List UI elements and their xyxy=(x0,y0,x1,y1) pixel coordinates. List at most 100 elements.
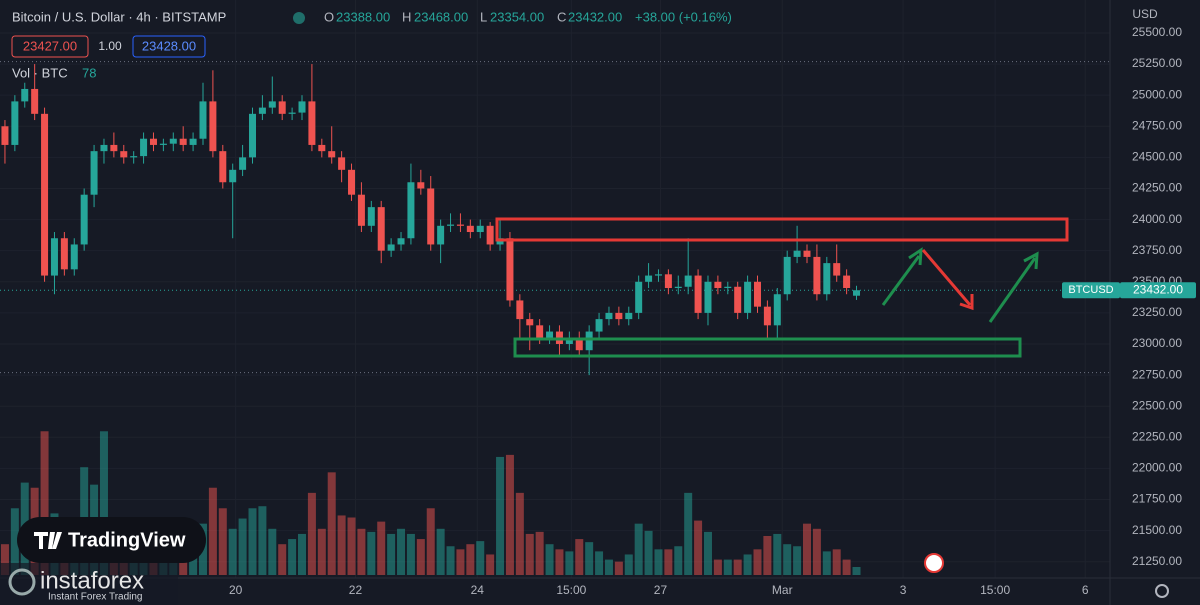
candle-body xyxy=(486,225,494,245)
candle-body xyxy=(278,101,286,114)
volume-bar xyxy=(298,533,307,575)
candle-body xyxy=(635,281,643,313)
volume-bar xyxy=(466,544,475,575)
candle-body xyxy=(308,101,316,145)
volume-bar xyxy=(406,533,415,575)
event-flag[interactable] xyxy=(924,553,944,573)
volume-bar xyxy=(812,528,821,575)
currency[interactable]: USD xyxy=(1132,7,1158,21)
x-tick-label: 15:00 xyxy=(980,583,1010,597)
volume-bar xyxy=(515,492,524,575)
candle-body xyxy=(724,286,732,289)
candle-body xyxy=(1,126,9,145)
volume-bar xyxy=(456,549,465,575)
candle-body xyxy=(783,256,791,295)
y-tick-label: 24000.00 xyxy=(1132,212,1182,226)
candle-body xyxy=(823,263,831,295)
candle-body xyxy=(149,138,157,145)
candle-body xyxy=(219,151,227,183)
candle-body xyxy=(90,151,98,195)
volume-bar xyxy=(842,559,851,575)
candle-body xyxy=(447,224,455,226)
candle-body xyxy=(70,244,78,270)
change: +38.00 (+0.16%) xyxy=(635,9,732,24)
volume-bar xyxy=(486,554,495,575)
volume-bar xyxy=(337,515,346,575)
candle-body xyxy=(516,300,524,320)
y-tick-label: 22000.00 xyxy=(1132,461,1182,475)
sell-button[interactable] xyxy=(11,35,89,58)
volume-bar xyxy=(555,549,564,575)
settings-icon[interactable] xyxy=(1155,584,1169,598)
candle-body xyxy=(21,88,29,102)
symbol-title: Bitcoin / U.S. Dollar · 4h · BITSTAMP xyxy=(12,9,226,24)
candle-body xyxy=(189,138,197,145)
candle-body xyxy=(248,113,256,158)
x-tick-label: 27 xyxy=(654,583,668,597)
buy-price[interactable]: 23428.00 xyxy=(142,38,196,53)
candle-body xyxy=(437,225,445,245)
volume-bar xyxy=(426,508,435,575)
candle-body xyxy=(615,312,623,320)
candle-body xyxy=(288,112,296,114)
volume-bar xyxy=(595,551,604,575)
volume-bar xyxy=(793,546,802,575)
candle-body xyxy=(456,224,464,226)
candle-body xyxy=(843,275,851,289)
volume-bar xyxy=(268,528,277,575)
volume-bar xyxy=(228,528,237,575)
candle-body xyxy=(268,101,276,108)
volume-bar xyxy=(565,551,574,575)
y-tick-label: 21500.00 xyxy=(1132,523,1182,537)
candle-body xyxy=(773,294,781,326)
candle-body xyxy=(833,263,841,276)
y-tick-label: 25000.00 xyxy=(1132,87,1182,101)
volume-bar xyxy=(832,549,841,575)
candle-body xyxy=(130,156,138,158)
ohlc-value: 23432.00 xyxy=(568,9,622,24)
volume-label: Vol · BTC xyxy=(12,65,68,80)
volume-bar xyxy=(604,559,613,575)
volume-bar xyxy=(585,542,594,575)
price-tag: BTCUSD 23432.00 xyxy=(1062,282,1196,299)
volume-bar xyxy=(496,456,505,575)
candle-body xyxy=(11,101,19,145)
candle-body xyxy=(50,238,58,276)
buy-button[interactable] xyxy=(132,35,206,58)
candle-body xyxy=(318,144,326,152)
y-tick-label: 22750.00 xyxy=(1132,367,1182,381)
x-tick-label: 15:00 xyxy=(556,583,586,597)
candle-body xyxy=(179,138,187,145)
candle-body xyxy=(367,207,375,226)
volume-bar xyxy=(634,523,643,575)
sell-price[interactable]: 23427.00 xyxy=(23,38,77,53)
x-tick-label: Mar xyxy=(772,583,793,597)
x-tick-label: 22 xyxy=(349,583,363,597)
candle-body xyxy=(80,194,88,245)
candle-body xyxy=(684,275,692,287)
tag-symbol: BTCUSD xyxy=(1068,284,1113,296)
status-dot xyxy=(293,12,305,24)
arrow-down xyxy=(921,249,972,306)
ohlc-label: H xyxy=(402,9,411,24)
volume-bar xyxy=(288,539,297,575)
candle-body xyxy=(645,275,653,282)
ohlc-value: 23354.00 xyxy=(490,9,544,24)
ohlc-label: L xyxy=(480,9,487,24)
volume-bar xyxy=(535,531,544,575)
instaforex-wordmark: instaforex xyxy=(40,567,144,594)
volume-bar xyxy=(99,431,108,575)
volume-bar xyxy=(436,528,445,575)
candle-body xyxy=(427,188,435,245)
axes: 21250.00 21500.00 21750.00 22000.00 22250.00… xyxy=(229,25,1182,597)
volume-bar xyxy=(367,531,376,575)
volume-bar xyxy=(654,549,663,575)
volume-bar xyxy=(278,544,287,575)
volume-bar xyxy=(248,508,257,575)
candle-body xyxy=(605,312,613,320)
candle-body xyxy=(199,101,207,139)
candle-body xyxy=(625,312,633,320)
tag-price: 23432.00 xyxy=(1133,282,1183,296)
volume-bar xyxy=(664,549,673,575)
